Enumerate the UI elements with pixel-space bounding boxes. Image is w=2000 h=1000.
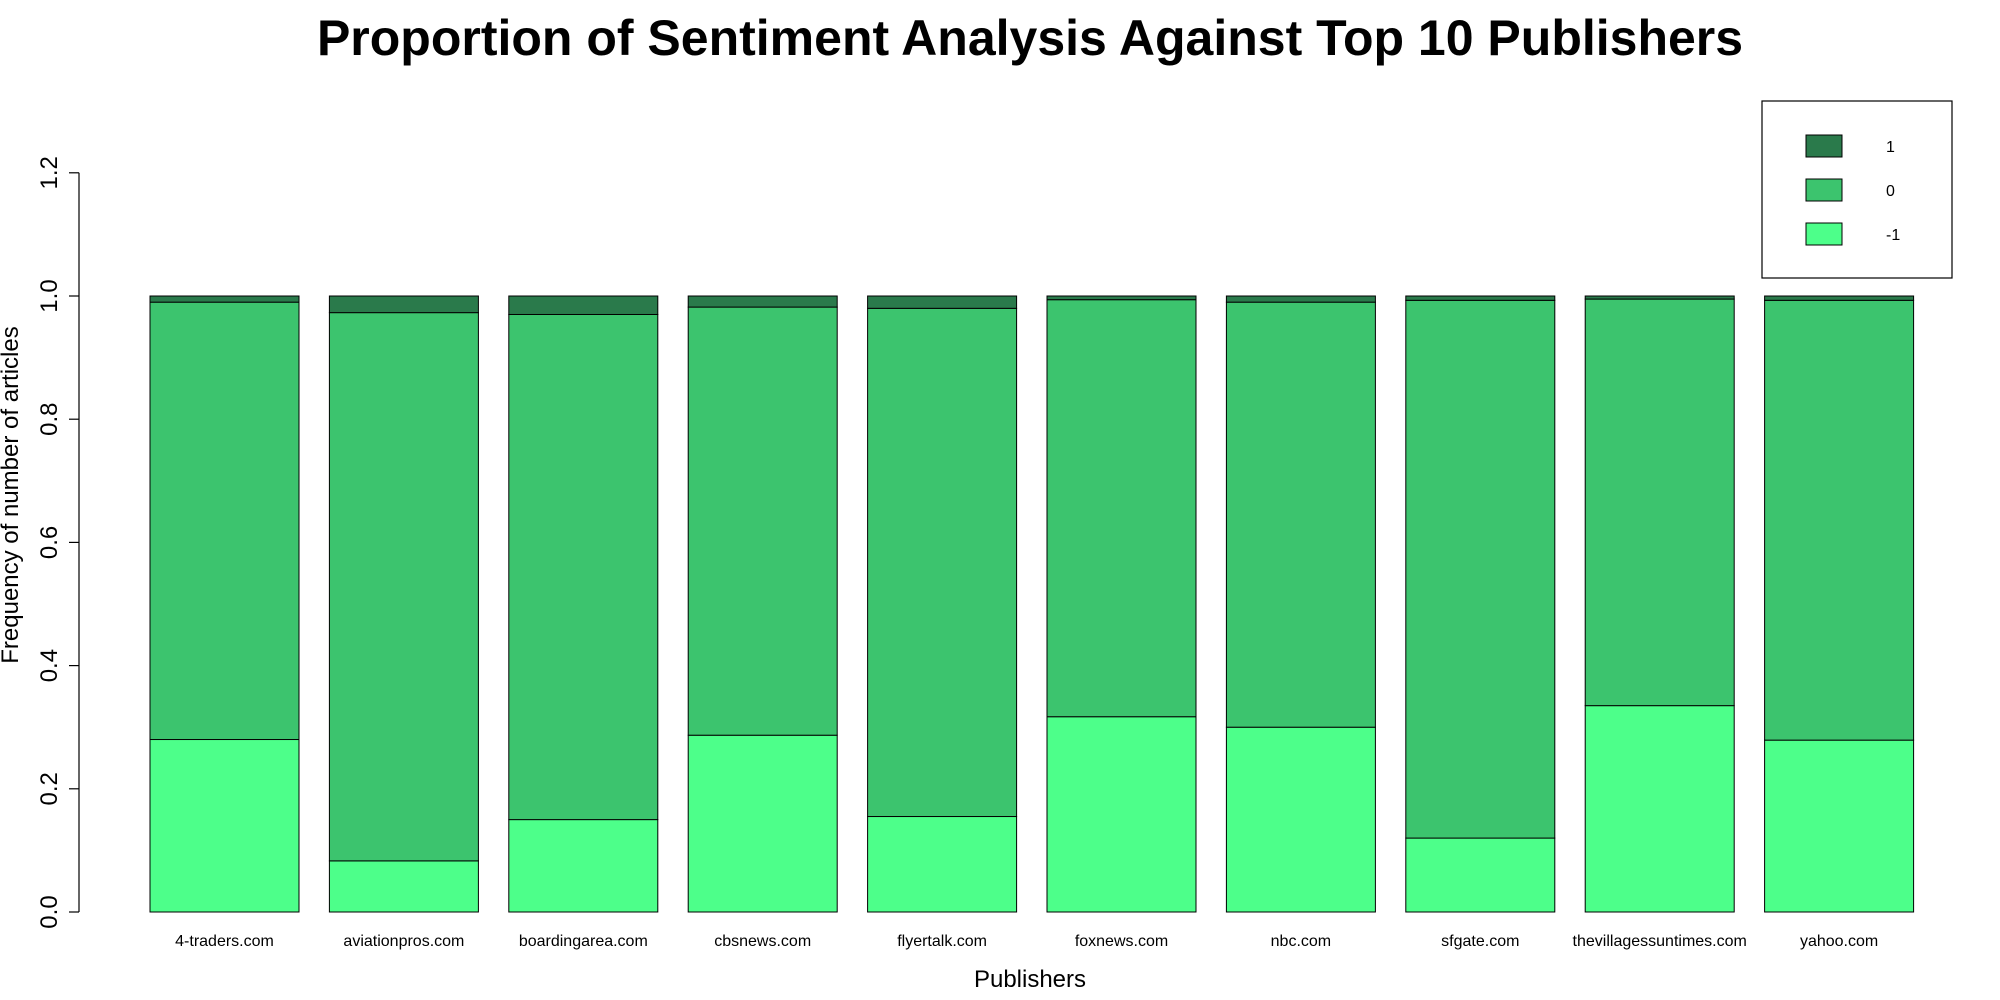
y-tick-label: 0.6	[36, 526, 63, 559]
legend-swatch-1	[1805, 134, 1843, 158]
bar-segment-1	[508, 295, 659, 315]
legend-swatch-0	[1805, 178, 1843, 202]
bar-segment-1	[1225, 295, 1376, 303]
bar-segment-0	[867, 307, 1018, 818]
bars-group	[149, 295, 1915, 913]
legend-box	[1761, 100, 1953, 279]
bar-segment--1	[1764, 739, 1915, 913]
bar-segment-1	[1046, 295, 1197, 301]
y-axis: 0.0 0.2 0.4 0.6 0.8 1.0 1.2	[36, 156, 80, 929]
y-tick-label: 0.8	[36, 403, 63, 436]
legend-label-0: 0	[1886, 183, 1895, 200]
x-tick-label: boardingarea.com	[519, 933, 648, 950]
legend: 1 0 -1	[1761, 100, 1953, 279]
bar-segment--1	[149, 739, 300, 913]
bar-segment-0	[1584, 298, 1735, 707]
y-tick-label: 0.4	[36, 649, 63, 682]
bar-stack	[1584, 295, 1735, 913]
legend-label--1: -1	[1886, 227, 1900, 244]
bar-segment-0	[1046, 299, 1197, 718]
bar-segment-0	[1225, 301, 1376, 728]
bar-segment--1	[1584, 705, 1735, 913]
bar-segment--1	[687, 734, 838, 913]
chart-title: Proportion of Sentiment Analysis Against…	[317, 10, 1743, 66]
x-tick-label: yahoo.com	[1800, 933, 1878, 950]
bar-stack	[149, 295, 300, 913]
x-tick-label: flyertalk.com	[897, 933, 987, 950]
bar-segment--1	[867, 816, 1018, 913]
bar-stack	[687, 295, 838, 913]
bar-segment-0	[687, 306, 838, 736]
bar-segment--1	[1046, 716, 1197, 913]
x-tick-label: 4-traders.com	[175, 933, 274, 950]
bar-stack	[867, 295, 1018, 913]
bar-segment--1	[328, 860, 479, 913]
x-axis-title: Publishers	[974, 966, 1086, 993]
bar-segment-1	[1405, 295, 1556, 301]
bar-segment-0	[149, 301, 300, 741]
x-tick-label: nbc.com	[1271, 933, 1331, 950]
bar-segment-1	[149, 295, 300, 303]
bar-segment--1	[508, 819, 659, 913]
legend-label-1: 1	[1886, 139, 1895, 156]
bar-segment-1	[867, 295, 1018, 309]
x-tick-label: aviationpros.com	[343, 933, 464, 950]
bar-segment-0	[1764, 299, 1915, 741]
bar-segment-1	[328, 295, 479, 314]
bar-stack	[1405, 295, 1556, 913]
legend-swatch--1	[1805, 222, 1843, 246]
bar-segment-0	[1405, 299, 1556, 839]
bar-segment--1	[1405, 837, 1556, 913]
y-tick-label: 0.0	[36, 895, 63, 928]
bar-stack	[1225, 295, 1376, 913]
x-tick-label: cbsnews.com	[714, 933, 811, 950]
y-tick-label: 0.2	[36, 772, 63, 805]
bar-stack	[508, 295, 659, 913]
x-tick-label: sfgate.com	[1441, 933, 1519, 950]
y-tick-label: 1.0	[36, 279, 63, 312]
bar-segment-0	[508, 313, 659, 821]
bar-segment-1	[687, 295, 838, 308]
bar-stack	[328, 295, 479, 913]
bar-segment-1	[1584, 295, 1735, 300]
bar-stack	[1764, 295, 1915, 913]
y-axis-title: Frequency of number of articles	[0, 326, 24, 664]
bar-segment--1	[1225, 726, 1376, 913]
x-axis-category-labels: 4-traders.com aviationpros.com boardingare…	[175, 933, 1878, 950]
x-tick-label: foxnews.com	[1075, 933, 1168, 950]
y-tick-label: 1.2	[36, 156, 63, 189]
bar-segment-0	[328, 312, 479, 862]
bar-segment-1	[1764, 295, 1915, 301]
x-tick-label: thevillagessuntimes.com	[1573, 933, 1747, 950]
bar-stack	[1046, 295, 1197, 913]
